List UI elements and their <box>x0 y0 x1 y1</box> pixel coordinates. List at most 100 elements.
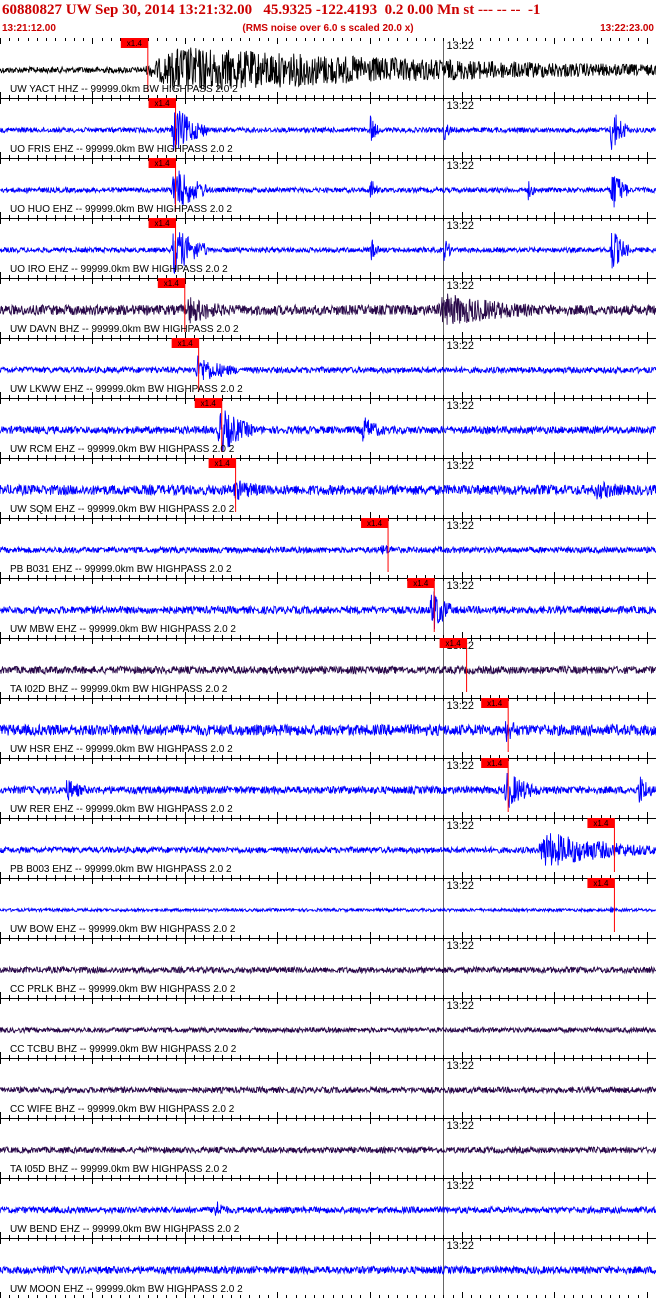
station-label: UW BOW EHZ -- 99999.0km BW HIGHPASS 2.0 … <box>10 924 236 935</box>
minute-label: 13:22 <box>447 160 475 172</box>
waveform-trace <box>0 355 656 381</box>
pick-label: x1.4 <box>154 99 170 108</box>
trace-row: 13:22 x1.4 PB B003 EHZ -- 99999.0km BW HIG… <box>0 818 656 878</box>
station-label: UW RER EHZ -- 99999.0km BW HIGHPASS 2.0 … <box>10 804 233 815</box>
pick-label: x1.4 <box>127 39 143 48</box>
pick-flag <box>208 458 236 468</box>
noise-note-label: (RMS noise over 6.0 s scaled 20.0 x) <box>242 23 414 34</box>
minute-label: 13:22 <box>447 400 475 412</box>
minute-label: 13:22 <box>447 880 475 892</box>
minute-label: 13:22 <box>447 40 475 52</box>
minute-label: 13:22 <box>447 700 475 712</box>
trace-row: 13:22 CC WIFE BHZ -- 99999.0km BW HIGHPAS… <box>0 1058 656 1118</box>
pick-flag <box>148 98 176 108</box>
waveform-trace <box>0 545 656 555</box>
pick-label: x1.4 <box>487 699 503 708</box>
station-label: UW RCM EHZ -- 99999.0km BW HIGHPASS 2.0 … <box>10 444 235 455</box>
trace-row: 13:22 CC TCBU BHZ -- 99999.0km BW HIGHPAS… <box>0 998 656 1058</box>
trace-row: 13:22 x1.4 UO HUO EHZ -- 99999.0km BW HIGH… <box>0 158 656 218</box>
trace-row: 13:22 x1.4 UO FRIS EHZ -- 99999.0km BW HIG… <box>0 98 656 158</box>
station-label: UW MBW EHZ -- 99999.0km BW HIGHPASS 2.0 … <box>10 624 236 635</box>
waveform-trace <box>0 110 656 151</box>
station-label: UW DAVN BHZ -- 99999.0km BW HIGHPASS 2.0… <box>10 324 239 335</box>
pick-label: x1.4 <box>487 759 503 768</box>
trace-row: 13:22 CC PRLK BHZ -- 99999.0km BW HIGHPAS… <box>0 938 656 998</box>
minute-label: 13:22 <box>447 520 475 532</box>
pick-label: x1.4 <box>164 279 180 288</box>
station-label: CC PRLK BHZ -- 99999.0km BW HIGHPASS 2.0… <box>10 984 236 995</box>
station-label: UW YACT HHZ -- 99999.0km BW HIGHPASS 2.0… <box>10 84 238 95</box>
pick-label: x1.4 <box>367 519 383 528</box>
waveform-trace <box>0 664 656 676</box>
minute-label: 13:22 <box>447 460 475 472</box>
pick-flag <box>171 338 199 348</box>
station-label: PB B031 EHZ -- 99999.0km BW HIGHPASS 2.0… <box>10 564 232 575</box>
trace-row: 13:22 UW BEND EHZ -- 99999.0km BW HIGHPAS… <box>0 1178 656 1238</box>
waveform-trace <box>0 170 656 208</box>
station-label: UO FRIS EHZ -- 99999.0km BW HIGHPASS 2.0… <box>10 144 233 155</box>
waveform-trace <box>0 410 656 452</box>
trace-row: 13:22 x1.4 PB B031 EHZ -- 99999.0km BW HIG… <box>0 518 656 578</box>
end-time-label: 13:22:23.00 <box>600 23 654 34</box>
pick-flag <box>587 818 615 828</box>
waveform-trace <box>0 1025 656 1035</box>
pick-label: x1.4 <box>446 639 462 648</box>
pick-label: x1.4 <box>178 339 194 348</box>
plot-header: 60880827 UW Sep 30, 2014 13:21:32.00 45.… <box>0 0 656 38</box>
minute-label: 13:22 <box>447 1240 475 1252</box>
pick-flag <box>120 38 148 48</box>
seismogram-plot: 13:22 x1.4 UW YACT HHZ -- 99999.0km BW HIG… <box>0 38 656 1298</box>
waveform-trace <box>0 480 656 500</box>
minute-label: 13:22 <box>447 1180 475 1192</box>
trace-row: 13:22 UW MOON EHZ -- 99999.0km BW HIGHPAS… <box>0 1238 656 1298</box>
pick-flag <box>194 398 222 408</box>
trace-row: 13:22 x1.4 UW BOW EHZ -- 99999.0km BW HIGH… <box>0 878 656 938</box>
minute-label: 13:22 <box>447 760 475 772</box>
trace-row: 13:22 x1.4 UO IRO EHZ -- 99999.0km BW HIGH… <box>0 218 656 278</box>
pick-label: x1.4 <box>413 579 429 588</box>
minute-label: 13:22 <box>447 1060 475 1072</box>
waveform-trace <box>0 1264 656 1276</box>
minute-label: 13:22 <box>447 820 475 832</box>
minute-label: 13:22 <box>447 280 475 292</box>
pick-label: x1.4 <box>593 879 609 888</box>
minute-label: 13:22 <box>447 220 475 232</box>
station-label: CC TCBU BHZ -- 99999.0km BW HIGHPASS 2.0… <box>10 1044 237 1055</box>
pick-flag <box>361 518 389 528</box>
station-label: UW SQM EHZ -- 99999.0km BW HIGHPASS 2.0 … <box>10 504 235 515</box>
station-label: UW LKWW EHZ -- 99999.0km BW HIGHPASS 2.0… <box>10 384 243 395</box>
trace-row: 13:22 x1.4 UW DAVN BHZ -- 99999.0km BW HIG… <box>0 278 656 338</box>
waveform-trace <box>0 1085 656 1095</box>
pick-label: x1.4 <box>154 219 170 228</box>
pick-label: x1.4 <box>201 399 217 408</box>
pick-flag <box>407 578 435 588</box>
waveform-trace <box>0 1145 656 1155</box>
waveform-trace <box>0 591 656 630</box>
station-label: PB B003 EHZ -- 99999.0km BW HIGHPASS 2.0… <box>10 864 232 875</box>
station-label: UW MOON EHZ -- 99999.0km BW HIGHPASS 2.0… <box>10 1284 243 1295</box>
trace-row: 13:22 x1.4 UW HSR EHZ -- 99999.0km BW HIGH… <box>0 698 656 758</box>
waveform-trace <box>0 965 656 975</box>
pick-flag <box>148 158 176 168</box>
trace-row: 13:22 x1.4 UW RCM EHZ -- 99999.0km BW HIGH… <box>0 398 656 458</box>
trace-row: 13:22 x1.4 UW MBW EHZ -- 99999.0km BW HIGH… <box>0 578 656 638</box>
station-label: UO IRO EHZ -- 99999.0km BW HIGHPASS 2.0 … <box>10 264 228 275</box>
pick-flag <box>148 218 176 228</box>
minute-label: 13:22 <box>447 100 475 112</box>
trace-row: 13:22 x1.4 UW YACT HHZ -- 99999.0km BW HIG… <box>0 38 656 98</box>
waveform-trace <box>0 232 656 274</box>
trace-row: 13:22 TA I05D BHZ -- 99999.0km BW HIGHPAS… <box>0 1118 656 1178</box>
minute-label: 13:22 <box>447 580 475 592</box>
waveform-trace <box>0 293 656 325</box>
trace-row: 13:22 x1.4 UW RER EHZ -- 99999.0km BW HIGH… <box>0 758 656 818</box>
event-title: 60880827 UW Sep 30, 2014 13:21:32.00 45.… <box>2 2 541 18</box>
start-time-label: 13:21:12.00 <box>2 23 56 34</box>
station-label: TA I02D BHZ -- 99999.0km BW HIGHPASS 2.0… <box>10 684 228 695</box>
pick-flag <box>481 698 509 708</box>
pick-flag <box>439 638 467 648</box>
waveform-trace <box>0 906 656 914</box>
minute-label: 13:22 <box>447 1120 475 1132</box>
station-label: CC WIFE BHZ -- 99999.0km BW HIGHPASS 2.0… <box>10 1104 235 1115</box>
station-label: UO HUO EHZ -- 99999.0km BW HIGHPASS 2.0 … <box>10 204 233 215</box>
